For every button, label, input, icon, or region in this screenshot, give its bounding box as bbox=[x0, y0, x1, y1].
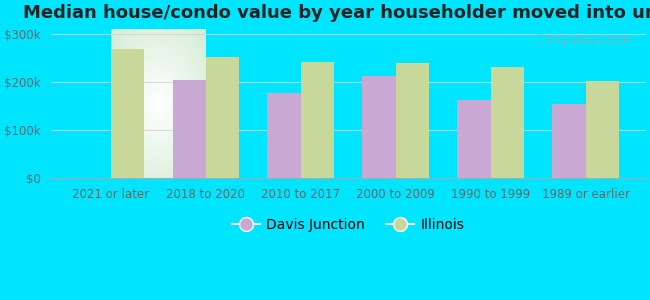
Bar bbox=[206, 57, 239, 178]
Bar bbox=[491, 67, 524, 178]
Legend: Davis Junction, Illinois: Davis Junction, Illinois bbox=[226, 213, 470, 238]
Bar bbox=[111, 50, 144, 178]
Bar bbox=[586, 81, 619, 178]
Text: City-Data.com: City-Data.com bbox=[547, 34, 631, 47]
Bar bbox=[267, 92, 301, 178]
Bar bbox=[458, 100, 491, 178]
Title: Median house/condo value by year householder moved into unit: Median house/condo value by year househo… bbox=[23, 4, 650, 22]
Bar bbox=[363, 76, 396, 178]
Bar bbox=[396, 63, 429, 178]
Text: ⓘ: ⓘ bbox=[536, 33, 543, 46]
Bar bbox=[552, 103, 586, 178]
Bar bbox=[301, 62, 334, 178]
Bar bbox=[172, 80, 206, 178]
